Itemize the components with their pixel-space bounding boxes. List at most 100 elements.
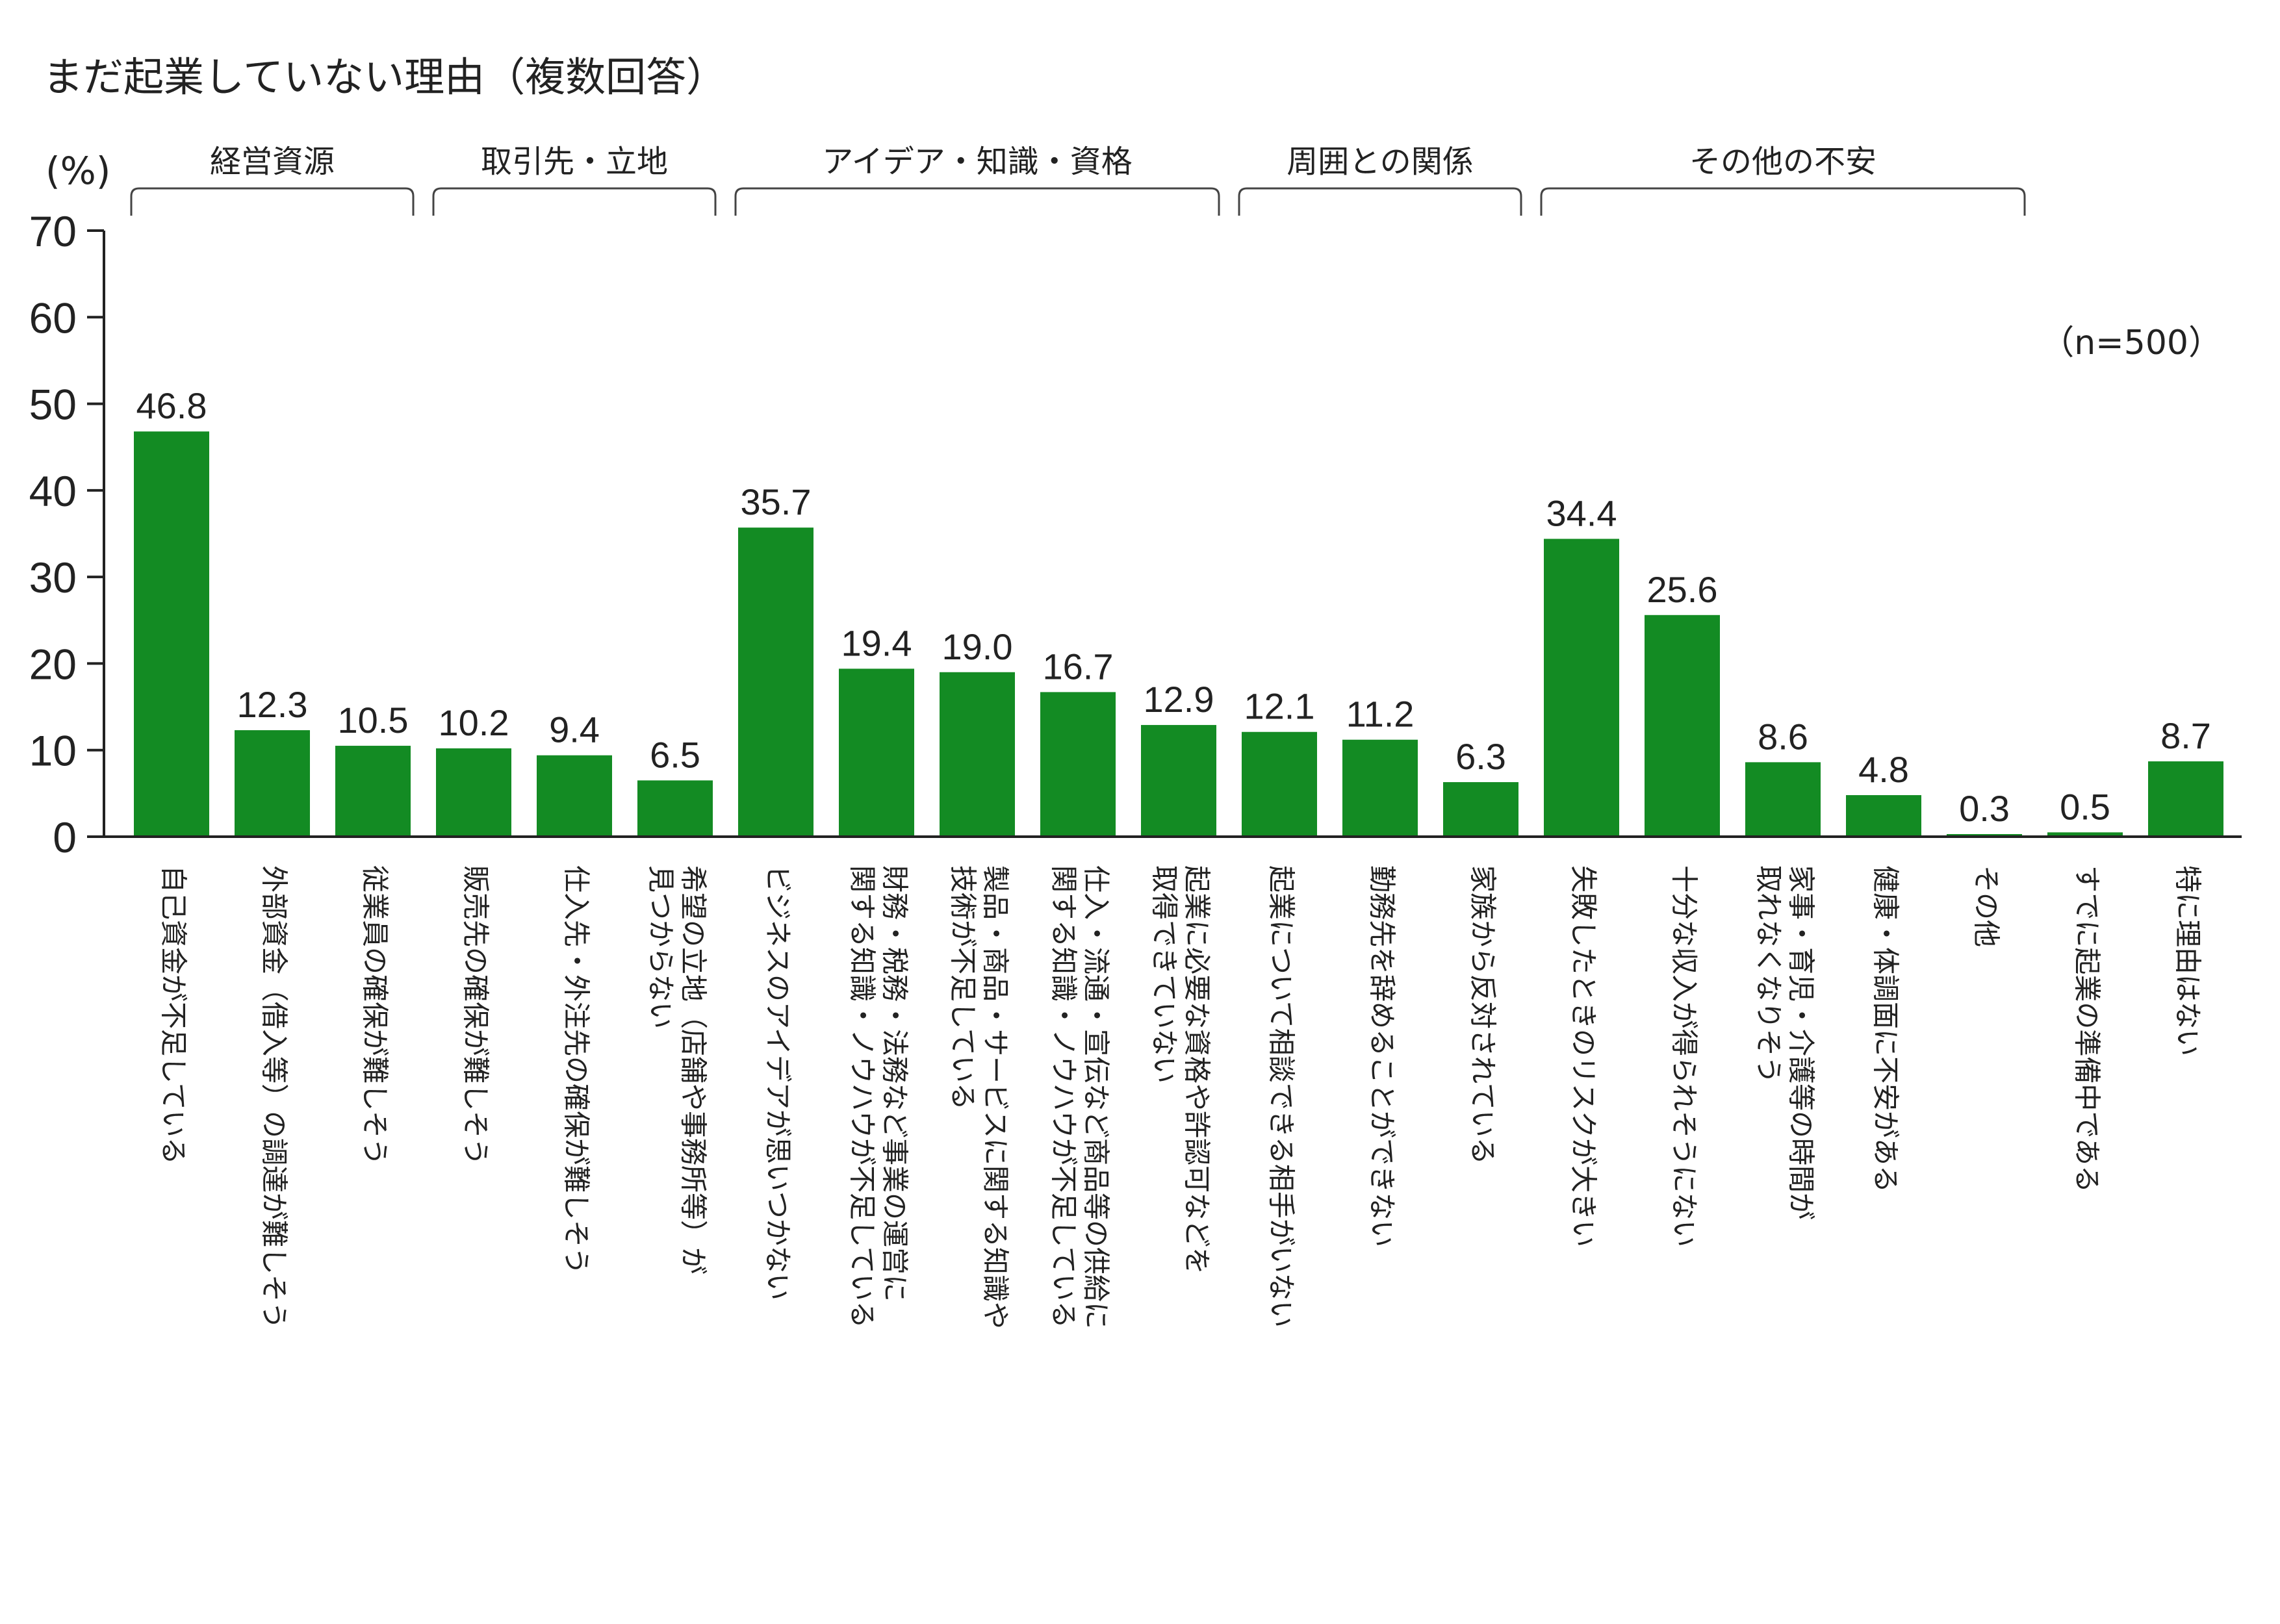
category-label-line: 販売先の確保が難しそう xyxy=(460,865,492,1165)
category-label-line: 失敗したときのリスクが大きい xyxy=(1568,865,1600,1247)
sample-size-note: （n=500） xyxy=(2040,324,2222,362)
category-label-line: 従業員の確保が難しそう xyxy=(359,865,391,1165)
category-label-line: ビジネスのアイデアが思いつかない xyxy=(762,865,794,1300)
category-label-line: 取れなくなりそう xyxy=(1753,865,1785,1084)
y-axis: 0 10 20 30 40 50 60 70 xyxy=(29,207,104,861)
bar xyxy=(2148,761,2223,837)
category-label: 健康・体調面に不安がある xyxy=(1870,865,1902,1193)
bar xyxy=(134,431,209,837)
category-label: 家族から反対されている xyxy=(1467,865,1499,1165)
bar xyxy=(1745,762,1821,837)
category-label: すでに起業の準備中である xyxy=(2071,865,2103,1193)
y-tick-label: 20 xyxy=(29,640,77,688)
bar xyxy=(1040,692,1116,837)
data-label: 0.5 xyxy=(2060,786,2110,827)
bar xyxy=(1141,725,1216,837)
data-label: 0.3 xyxy=(1959,788,2010,829)
data-label: 11.2 xyxy=(1346,694,1415,735)
category-label: ビジネスのアイデアが思いつかない xyxy=(762,865,794,1300)
data-label: 10.5 xyxy=(338,700,409,741)
bar xyxy=(1242,731,1317,837)
data-label: 4.8 xyxy=(1858,749,1909,790)
category-label: 仕入先・外注先の確保が難しそう xyxy=(561,865,593,1275)
category-label: 従業員の確保が難しそう xyxy=(359,865,391,1165)
y-axis-unit: (%) xyxy=(45,149,110,193)
group-label: アイデア・知識・資格 xyxy=(822,144,1133,180)
bar xyxy=(436,748,511,837)
group-label: その他の不安 xyxy=(1689,144,1877,180)
group-label: 周囲との関係 xyxy=(1287,144,1474,180)
category-label: 特に理由はない xyxy=(2172,865,2204,1056)
y-tick-label: 60 xyxy=(29,294,77,342)
category-label-line: 外部資金（借入等）の調達が難しそう xyxy=(259,865,290,1329)
y-tick-label: 30 xyxy=(29,553,77,602)
data-label: 19.4 xyxy=(841,622,912,663)
group-bracket xyxy=(432,187,717,216)
category-label-line: 財務・税務・法務など事業の運営に xyxy=(879,865,911,1302)
value-labels: 46.8 12.3 10.5 10.2 9.4 6.5 35.7 19.4 19.0 16.7 12… xyxy=(136,385,2211,829)
category-label-line: 十分な収入が得られそうにない xyxy=(1669,865,1700,1247)
category-label-line: 自己資金が不足している xyxy=(158,865,190,1165)
data-label: 8.7 xyxy=(2160,715,2211,756)
data-label: 9.4 xyxy=(549,709,600,750)
group-bracket xyxy=(1238,187,1522,216)
category-label: 販売先の確保が難しそう xyxy=(460,865,492,1165)
y-tick-label: 10 xyxy=(29,727,77,775)
category-label: 外部資金（借入等）の調達が難しそう xyxy=(259,865,290,1329)
bar xyxy=(1544,539,1619,837)
data-label: 19.0 xyxy=(942,626,1013,667)
data-label: 34.4 xyxy=(1546,492,1617,533)
category-label-line: 家事・育児・介護等の時間が xyxy=(1786,865,1817,1220)
category-label: 起業について相談できる相手がいない xyxy=(1266,865,1298,1328)
category-label: 失敗したときのリスクが大きい xyxy=(1568,865,1600,1247)
data-label: 6.3 xyxy=(1455,736,1506,777)
category-label-line: 製品・商品・サービスに関する知識や xyxy=(980,865,1012,1329)
data-label: 6.5 xyxy=(650,734,700,775)
category-label: 勤務先を辞めることができない xyxy=(1366,865,1398,1247)
data-label: 46.8 xyxy=(136,385,207,426)
group-bracket xyxy=(130,187,415,216)
bar xyxy=(839,668,914,837)
chart-title: まだ起業していない理由（複数回答） xyxy=(43,53,726,101)
category-groups: 経営資源 取引先・立地 アイデア・知識・資格 周囲との関係 その他の不安 xyxy=(130,144,2026,216)
category-label-line: すでに起業の準備中である xyxy=(2071,865,2103,1193)
category-label-line: 特に理由はない xyxy=(2172,865,2204,1056)
category-label-line: 関する知識・ノウハウが不足している xyxy=(1048,865,1080,1328)
category-label-line: 起業について相談できる相手がいない xyxy=(1266,865,1298,1328)
bar xyxy=(940,672,1015,837)
category-label-line: 勤務先を辞めることができない xyxy=(1366,865,1398,1247)
group-bracket xyxy=(734,187,1220,216)
y-tick-label: 50 xyxy=(29,381,77,429)
y-tick-label: 0 xyxy=(53,813,77,861)
category-label: 自己資金が不足している xyxy=(158,865,190,1165)
bar xyxy=(1342,739,1418,837)
category-label-line: その他 xyxy=(1971,865,2003,947)
category-label-line: 起業に必要な資格や許認可などを xyxy=(1181,865,1213,1275)
group-bracket xyxy=(1540,187,2026,216)
bars xyxy=(134,431,2223,837)
data-label: 12.9 xyxy=(1144,679,1214,720)
data-label: 16.7 xyxy=(1043,646,1114,687)
bar xyxy=(1846,795,1921,837)
category-label-line: 家族から反対されている xyxy=(1467,865,1499,1165)
data-label: 8.6 xyxy=(1758,716,1808,757)
category-label-line: 技術が不足している xyxy=(947,865,979,1110)
bar xyxy=(1443,782,1518,837)
data-label: 12.1 xyxy=(1244,686,1315,727)
category-labels: 自己資金が不足している 外部資金（借入等）の調達が難しそう 従業員の確保が難しそう 販… xyxy=(158,865,2204,1329)
y-tick-label: 40 xyxy=(29,467,77,515)
bar xyxy=(2047,832,2123,837)
bar xyxy=(235,730,310,837)
data-label: 10.2 xyxy=(439,702,509,743)
group-label: 経営資源 xyxy=(210,144,335,180)
bar xyxy=(537,755,612,837)
category-label: その他 xyxy=(1971,865,2003,947)
category-label-line: 希望の立地（店舗や事務所等）が xyxy=(678,865,710,1275)
group-label: 取引先・立地 xyxy=(481,144,668,180)
